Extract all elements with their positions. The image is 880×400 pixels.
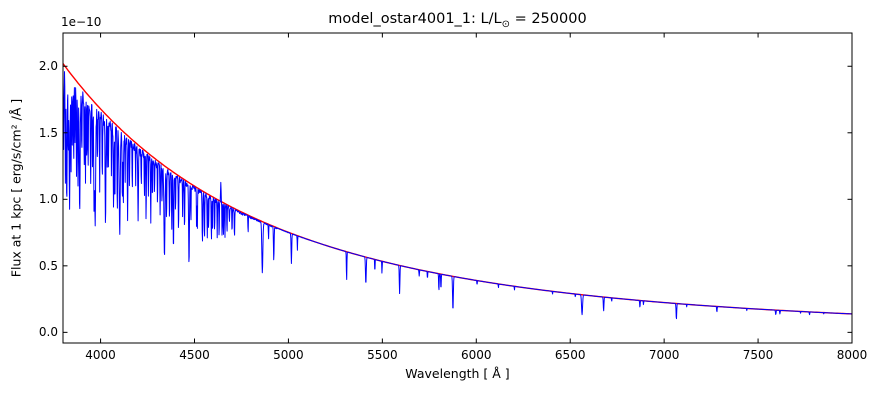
plot-title-post: = 250000 [509,11,587,27]
x-tick-label: 4000 [85,348,116,362]
solar-symbol: ⊙ [501,18,510,30]
y-tick-label: 2.0 [38,59,58,74]
x-tick-label: 5000 [273,348,304,362]
plot-title-pre: model_ostar4001_1: L/L [328,11,502,27]
x-tick-label: 7000 [648,348,680,362]
x-tick-label: 6500 [554,348,586,362]
continuum-fit-line [63,63,852,315]
y-axis-offset-label: 1e−10 [61,15,102,29]
y-tick-label: 1.5 [38,125,58,140]
spectrum-line [63,71,852,320]
y-tick-label: 0.5 [38,258,58,273]
x-tick-label: 4500 [179,348,210,362]
x-axis-label: Wavelength [ Å ] [405,366,510,381]
x-tick-label: 6000 [461,348,492,362]
y-tick-label: 0.0 [38,325,58,340]
y-tick-label: 1.0 [38,192,58,207]
axes-frame [62,32,853,344]
x-tick-label: 5500 [367,348,398,362]
plot-title: model_ostar4001_1: L/L⊙ = 250000 [63,11,852,30]
x-tick-label: 8000 [836,348,868,362]
x-tick-label: 7500 [742,348,774,362]
